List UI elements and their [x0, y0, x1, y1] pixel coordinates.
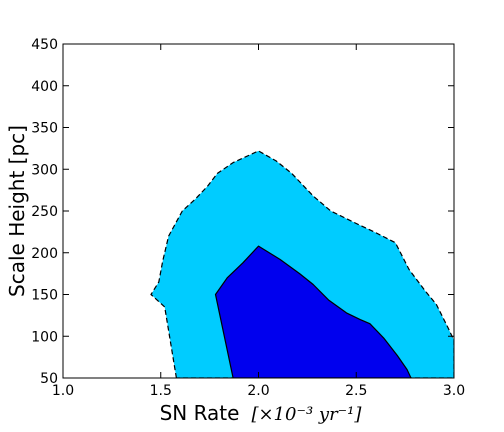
y-tick-label: 250: [31, 204, 58, 220]
x-axis-label: SN Rate: [160, 401, 240, 425]
y-tick-label: 350: [31, 121, 58, 137]
y-tick-label: 300: [31, 162, 58, 178]
x-tick-label: 1.0: [52, 383, 74, 399]
ticks: 1.0 1.5 2.0 2.5 3.0 50 100 150 200 250 300 350 400 45…: [31, 37, 465, 399]
plot-area: [150, 150, 454, 378]
y-tick-label: 150: [31, 288, 58, 304]
x-axis-label-group: SN Rate [×10⁻³ yr⁻¹]: [160, 401, 363, 425]
y-tick-label: 50: [40, 371, 58, 387]
y-tick-label: 200: [31, 246, 58, 262]
x-tick-label: 2.0: [247, 383, 269, 399]
x-tick-label: 3.0: [443, 383, 465, 399]
y-tick-label: 100: [31, 329, 58, 345]
y-axis-label: Scale Height [pc]: [5, 125, 29, 297]
y-tick-label: 450: [31, 37, 58, 53]
contour-region-inner: [214, 245, 412, 378]
x-tick-label: 2.5: [345, 383, 367, 399]
x-tick-label: 1.5: [150, 383, 172, 399]
x-axis-unit: [×10⁻³ yr⁻¹]: [251, 404, 362, 425]
y-tick-label: 400: [31, 79, 58, 95]
